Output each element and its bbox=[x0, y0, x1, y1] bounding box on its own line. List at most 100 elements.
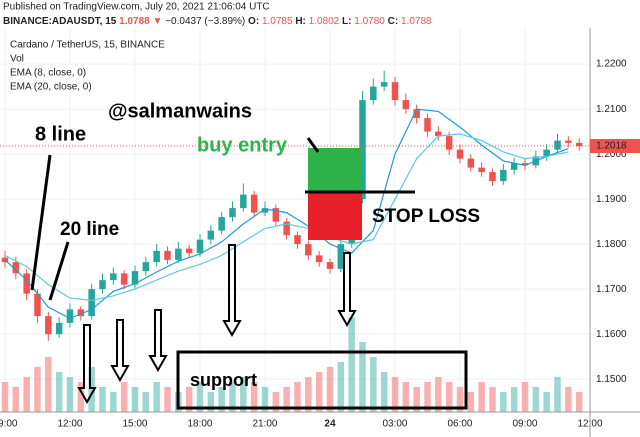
candle-body bbox=[207, 230, 215, 240]
candle-body bbox=[34, 293, 41, 317]
candle-body bbox=[359, 100, 366, 200]
y-tick-label: 1.1500 bbox=[596, 374, 627, 385]
candle-body bbox=[99, 280, 106, 290]
volume-bar bbox=[23, 377, 30, 412]
candle-body bbox=[283, 221, 290, 236]
candle-body bbox=[478, 167, 485, 173]
candle-body bbox=[88, 289, 95, 317]
candle-body bbox=[467, 158, 475, 168]
x-tick-label: 12:00 bbox=[577, 419, 602, 430]
volume-bar bbox=[489, 387, 496, 412]
volume-bar bbox=[131, 387, 139, 412]
volume-bar bbox=[380, 372, 388, 412]
h-label: H: bbox=[295, 16, 306, 27]
symbol: BINANCE:ADAUSDT, 15 bbox=[3, 16, 117, 27]
volume-bar bbox=[34, 367, 41, 412]
y-tick-label: 1.1900 bbox=[596, 194, 627, 205]
y-tick-label: 1.2000 bbox=[596, 149, 627, 160]
h-value: 1.0802 bbox=[309, 16, 340, 27]
arrow bbox=[110, 319, 130, 383]
volume-bar bbox=[12, 387, 20, 412]
volume-bar bbox=[164, 387, 171, 412]
label-8: 8 line bbox=[35, 123, 86, 145]
candle-body bbox=[424, 118, 431, 132]
x-tick-label: 12:00 bbox=[57, 419, 82, 430]
x-tick-label: 24 bbox=[324, 419, 336, 430]
candle-body bbox=[391, 82, 399, 101]
c-label: C: bbox=[388, 16, 399, 27]
x-tick-label: 15:00 bbox=[122, 419, 147, 430]
stop-box bbox=[308, 192, 362, 240]
volume-bar bbox=[185, 387, 193, 412]
change: −0.0437 (−3.89%) bbox=[165, 16, 245, 27]
stop-label: STOP LOSS bbox=[372, 206, 480, 227]
candle-body bbox=[110, 273, 117, 281]
volume-bar bbox=[272, 392, 280, 412]
volume-bar bbox=[402, 382, 410, 412]
ema-line bbox=[4, 133, 569, 302]
candle-body bbox=[380, 82, 388, 87]
volume-bar bbox=[445, 382, 453, 412]
candle-body bbox=[218, 217, 225, 231]
volume-bar bbox=[261, 387, 269, 412]
volume-bar bbox=[66, 377, 74, 412]
buy-box bbox=[308, 148, 362, 192]
candle-body bbox=[153, 250, 160, 263]
time-axis-bg bbox=[0, 412, 640, 437]
candle-body bbox=[510, 163, 518, 170]
c-value: 1.0788 bbox=[401, 16, 432, 27]
candle-body bbox=[435, 131, 442, 137]
candle-body bbox=[250, 194, 258, 213]
published: Published on TradingView.com, July 20, 2… bbox=[3, 2, 270, 13]
support-box bbox=[176, 350, 468, 410]
volume-bar bbox=[45, 357, 52, 412]
arrow bbox=[337, 252, 357, 328]
candle-body bbox=[185, 248, 193, 254]
candle-body bbox=[370, 86, 377, 101]
x-tick-label: 09:00 bbox=[0, 419, 18, 430]
legend-ema: EMA (20, close, 0) bbox=[10, 82, 92, 93]
candle-body bbox=[456, 149, 464, 159]
arrow bbox=[148, 309, 168, 373]
volume-bar bbox=[250, 382, 258, 412]
legend-ema: EMA (8, close, 0) bbox=[10, 68, 86, 79]
candle-body bbox=[55, 322, 63, 335]
x-tick-label: 18:00 bbox=[187, 419, 212, 430]
y-tick-label: 1.1800 bbox=[596, 239, 627, 250]
volume-bar bbox=[99, 387, 106, 412]
candle-body bbox=[294, 235, 301, 245]
candle-body bbox=[240, 194, 247, 209]
candle-body bbox=[565, 140, 572, 143]
price-axis-bg bbox=[590, 28, 640, 437]
candle-body bbox=[543, 149, 550, 157]
volume-bar bbox=[348, 317, 355, 412]
volume-bar bbox=[110, 392, 117, 412]
candle-body bbox=[489, 172, 496, 182]
arrow: ▼ bbox=[153, 16, 163, 27]
pointer bbox=[48, 241, 70, 301]
y-tick-label: 1.2200 bbox=[596, 59, 627, 70]
candle-body bbox=[521, 163, 529, 166]
x-tick-label: 21:00 bbox=[252, 419, 277, 430]
candle-body bbox=[77, 309, 85, 317]
volume-bar bbox=[142, 392, 150, 412]
volume-bar bbox=[315, 372, 323, 412]
candle-body bbox=[272, 208, 280, 222]
volume-bar bbox=[240, 377, 247, 412]
volume-bar bbox=[467, 392, 475, 412]
y-tick-label: 1.1700 bbox=[596, 284, 627, 295]
volume-bar bbox=[196, 382, 204, 412]
volume-bar bbox=[153, 382, 160, 412]
volume-bar bbox=[337, 362, 345, 412]
candle-body bbox=[261, 208, 269, 213]
legend-title: Cardano / TetherUS, 15, BINANCE bbox=[10, 40, 165, 51]
volume-bar bbox=[55, 372, 63, 412]
volume-bar bbox=[207, 392, 215, 412]
volume-bar bbox=[359, 342, 366, 412]
symbol-line: BINANCE:ADAUSDT, 15 1.0788 ▼ −0.0437 (−3… bbox=[3, 16, 432, 27]
candle-body bbox=[175, 248, 182, 260]
candle-body bbox=[413, 109, 420, 119]
last-price-tag bbox=[590, 139, 640, 154]
annotations: @salmanwains 8 line 20 line buy entry ST… bbox=[30, 100, 480, 410]
